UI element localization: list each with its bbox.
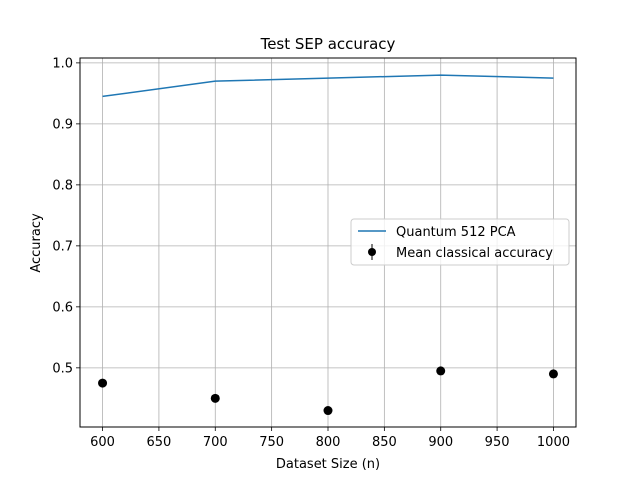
x-tick-label: 750 — [259, 435, 284, 450]
classical-accuracy-point — [323, 406, 333, 416]
y-tick-label: 0.8 — [52, 178, 73, 193]
y-axis-title: Accuracy — [29, 213, 44, 273]
y-tick-label: 0.5 — [52, 361, 73, 376]
classical-accuracy-point — [210, 393, 220, 403]
legend-label-quantum: Quantum 512 PCA — [396, 225, 516, 240]
legend-box — [350, 218, 570, 266]
legend-marker-swatch — [368, 248, 376, 256]
quantum-series-line — [102, 74, 554, 98]
y-tick-label: 1.0 — [52, 56, 73, 71]
x-tick-label: 800 — [316, 435, 341, 450]
x-axis-title: Dataset Size (n) — [276, 457, 380, 472]
x-tick-label: 600 — [90, 435, 115, 450]
x-tick-label: 650 — [146, 435, 171, 450]
ticks: 600 650 700 750 800 850 900 950 1000 0.5 0.6 0.7 0.8… — [52, 56, 570, 450]
y-tick-label: 0.7 — [52, 239, 73, 254]
x-tick-label: 700 — [203, 435, 228, 450]
classical-accuracy-point — [548, 369, 558, 379]
grid — [80, 58, 576, 427]
legend: Quantum 512 PCA Mean classical accuracy — [350, 218, 570, 266]
x-tick-label: 850 — [372, 435, 397, 450]
classical-accuracy-point — [98, 378, 108, 388]
chart-title: Test SEP accuracy — [260, 35, 396, 53]
y-tick-label: 0.6 — [52, 300, 73, 315]
legend-label-classical: Mean classical accuracy — [396, 246, 553, 261]
classical-accuracy-point — [436, 366, 446, 376]
x-tick-label: 950 — [485, 435, 510, 450]
y-tick-label: 0.9 — [52, 117, 73, 132]
series-layer — [98, 74, 558, 416]
x-tick-label: 1000 — [537, 435, 570, 450]
x-tick-label: 900 — [428, 435, 453, 450]
